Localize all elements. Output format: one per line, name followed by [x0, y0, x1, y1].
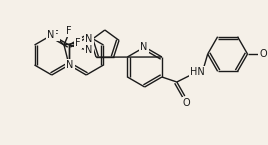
Text: N: N [140, 42, 147, 52]
Text: N: N [85, 34, 93, 44]
Text: HN: HN [190, 67, 205, 77]
Text: N: N [66, 60, 74, 70]
Text: N: N [47, 30, 54, 40]
Text: F: F [66, 26, 72, 36]
Text: F: F [75, 38, 81, 48]
Text: O: O [260, 49, 267, 59]
Text: N: N [85, 45, 93, 55]
Text: O: O [183, 98, 191, 108]
Text: F: F [53, 30, 59, 40]
